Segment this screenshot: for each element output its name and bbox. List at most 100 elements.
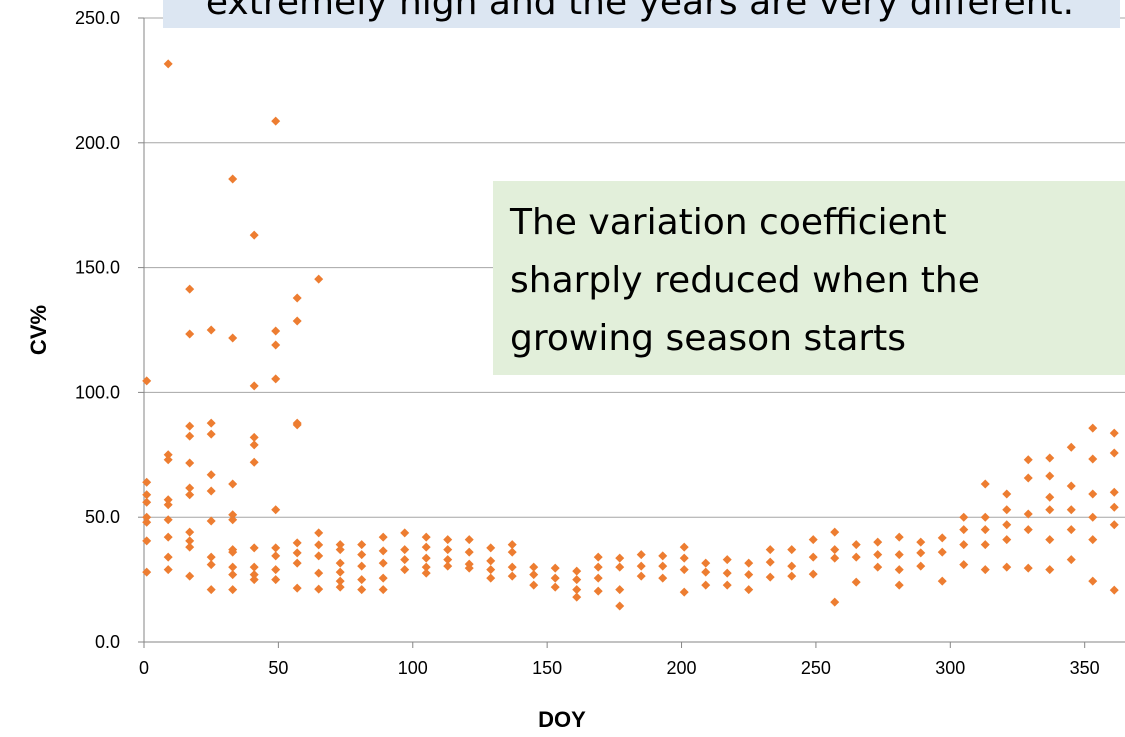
point	[443, 555, 453, 565]
point	[378, 573, 388, 583]
point	[271, 326, 281, 336]
point	[550, 573, 560, 583]
point	[142, 477, 152, 487]
point	[142, 517, 152, 527]
point	[722, 580, 732, 590]
point	[249, 440, 259, 450]
point	[249, 230, 259, 240]
point	[636, 571, 646, 581]
point	[593, 562, 603, 572]
point	[163, 495, 173, 505]
x-tick-label: 200	[667, 658, 697, 678]
point	[443, 561, 453, 571]
point	[486, 565, 496, 575]
point	[529, 570, 539, 580]
point	[163, 455, 173, 465]
point	[1066, 555, 1076, 565]
point	[658, 573, 668, 583]
point	[787, 545, 797, 555]
point	[249, 432, 259, 442]
point	[615, 585, 625, 595]
point	[206, 486, 216, 496]
point	[615, 562, 625, 572]
point	[1109, 448, 1119, 458]
point	[271, 374, 281, 384]
annotation-text: The variation coefficient	[509, 202, 947, 243]
x-tick-label: 350	[1070, 658, 1100, 678]
point	[1066, 442, 1076, 452]
point	[314, 584, 324, 594]
point	[507, 571, 517, 581]
y-tick-label: 50.0	[85, 507, 120, 527]
point	[937, 533, 947, 543]
point	[1109, 502, 1119, 512]
point	[400, 545, 410, 555]
point	[1066, 525, 1076, 535]
point	[206, 552, 216, 562]
point	[873, 550, 883, 560]
point	[593, 573, 603, 583]
point	[206, 429, 216, 439]
point	[421, 542, 431, 552]
annotation: The variation coefficient sharply reduced…	[493, 181, 1125, 375]
point	[765, 572, 775, 582]
point	[744, 558, 754, 568]
point	[679, 542, 689, 552]
point	[593, 552, 603, 562]
point	[830, 553, 840, 563]
point	[185, 284, 195, 294]
point	[894, 565, 904, 575]
point	[292, 316, 302, 326]
point	[679, 587, 689, 597]
point	[271, 543, 281, 553]
point	[894, 550, 904, 560]
x-tick-label: 150	[532, 658, 562, 678]
point	[636, 550, 646, 560]
point	[314, 568, 324, 578]
point	[507, 562, 517, 572]
x-tick-label: 50	[268, 658, 288, 678]
point	[292, 538, 302, 548]
point	[1023, 473, 1033, 483]
y-tick-label: 100.0	[75, 382, 120, 402]
point	[1023, 455, 1033, 465]
point	[959, 512, 969, 522]
point	[572, 585, 582, 595]
point	[593, 586, 603, 596]
point	[185, 542, 195, 552]
point	[249, 575, 259, 585]
point	[980, 525, 990, 535]
y-tick-label: 200.0	[75, 133, 120, 153]
point	[808, 552, 818, 562]
annotation-text: growing season starts	[510, 318, 906, 359]
point	[249, 543, 259, 553]
point	[1023, 563, 1033, 573]
point	[572, 575, 582, 585]
point	[357, 550, 367, 560]
y-axis-title: CV%	[26, 305, 51, 355]
point	[615, 553, 625, 563]
point	[335, 558, 345, 568]
point	[701, 567, 711, 577]
point	[464, 547, 474, 557]
point	[314, 540, 324, 550]
point	[142, 536, 152, 546]
point	[292, 583, 302, 593]
point	[206, 560, 216, 570]
point	[529, 580, 539, 590]
point	[1109, 585, 1119, 595]
point	[636, 561, 646, 571]
point	[615, 601, 625, 611]
point	[292, 548, 302, 558]
point	[206, 470, 216, 480]
point	[249, 570, 259, 580]
point	[980, 565, 990, 575]
point	[142, 497, 152, 507]
point	[142, 567, 152, 577]
point	[228, 547, 238, 557]
point	[357, 561, 367, 571]
point	[249, 562, 259, 572]
point	[507, 540, 517, 550]
point	[185, 421, 195, 431]
